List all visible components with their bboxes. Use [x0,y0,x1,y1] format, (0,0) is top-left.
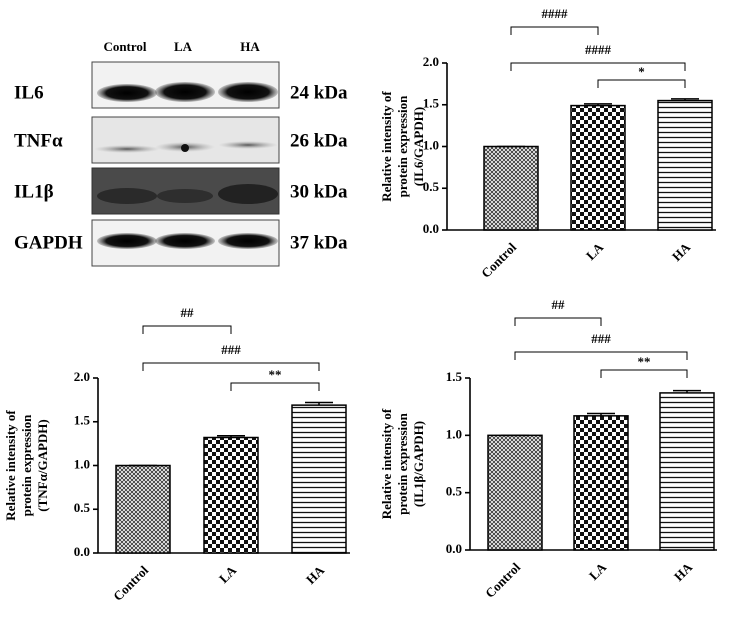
y-tick-label: 0.0 [423,221,439,236]
y-axis-title: Relative intensity of [379,91,394,202]
y-tick-label: 2.0 [74,369,90,384]
bar [487,434,543,551]
significance-bracket [510,62,686,71]
blot-row-label: TNFα [14,130,63,151]
y-axis-title: protein expression [395,412,410,514]
significance-label: ** [269,367,282,382]
blot-column-label: Control [103,39,146,54]
blot-size-label: 30 kDa [290,181,348,202]
chart-panel: 0.0 0.5 1.0 1.5 2.0 Relative intensity of prot… [379,6,716,281]
x-tick-label: LA [216,562,240,586]
x-tick-label: Control [482,559,523,600]
blot-row-label: IL1β [14,181,54,202]
significance-bracket [510,26,599,35]
x-tick-label: HA [671,559,696,584]
significance-bracket [600,369,688,378]
blot-size-label: 24 kDa [290,82,348,103]
bar [573,415,629,551]
blot-column-label: LA [174,39,193,54]
y-tick-label: 0.5 [74,500,91,515]
x-tick-label: LA [583,239,607,263]
y-tick-label: 0.5 [446,484,463,499]
bar [291,404,347,554]
y-axis-title: (TNFα/GAPDH) [35,419,50,511]
y-tick-label: 1.0 [74,456,90,471]
y-tick-label: 0.5 [423,179,440,194]
y-tick-label: 1.5 [74,413,91,428]
blot-row-label: GAPDH [14,232,83,253]
significance-bracket [514,317,602,326]
chart-panel: 0.0 0.5 1.0 1.5 2.0 Relative intensity of prot… [3,305,350,604]
y-axis-title: Relative intensity of [379,408,394,519]
y-tick-label: 0.0 [446,541,462,556]
significance-label: #### [585,42,612,57]
y-tick-label: 1.5 [446,369,463,384]
blot-size-label: 37 kDa [290,232,348,253]
y-axis-title: (IL6/GAPDH) [411,107,426,186]
significance-label: ### [221,342,241,357]
bar [570,104,626,231]
y-tick-label: 1.0 [423,137,439,152]
x-tick-label: LA [586,559,610,583]
significance-label: ## [552,297,566,312]
blot-row-label: IL6 [14,82,44,103]
significance-label: ### [591,331,611,346]
bar [203,436,259,554]
significance-bracket [142,325,232,334]
y-tick-label: 0.0 [74,544,90,559]
x-tick-label: Control [478,239,519,280]
y-axis-title: protein expression [395,95,410,197]
blot-column-label: HA [240,39,260,54]
y-axis-title: Relative intensity of [3,410,18,521]
bar [115,464,171,554]
y-tick-label: 2.0 [423,54,439,69]
significance-bracket [597,79,686,88]
significance-label: * [638,64,645,79]
x-tick-label: HA [303,562,328,587]
y-tick-label: 1.5 [423,96,440,111]
blot-image [91,61,280,267]
y-axis-title: protein expression [19,414,34,516]
bar [657,99,713,231]
significance-bracket [230,382,320,391]
y-tick-label: 1.0 [446,426,462,441]
significance-bracket [142,362,320,371]
significance-label: ** [638,354,651,369]
x-tick-label: Control [110,562,151,603]
significance-label: ## [181,305,195,320]
significance-bracket [514,351,688,360]
bar [659,392,715,551]
x-tick-label: HA [669,239,694,264]
bar [483,145,539,231]
y-axis-title: (IL1β/GAPDH) [411,421,426,507]
chart-panel: 0.0 0.5 1.0 1.5 Relative intensity of protein… [379,297,717,601]
significance-label: #### [542,6,569,21]
blot-size-label: 26 kDa [290,130,348,151]
